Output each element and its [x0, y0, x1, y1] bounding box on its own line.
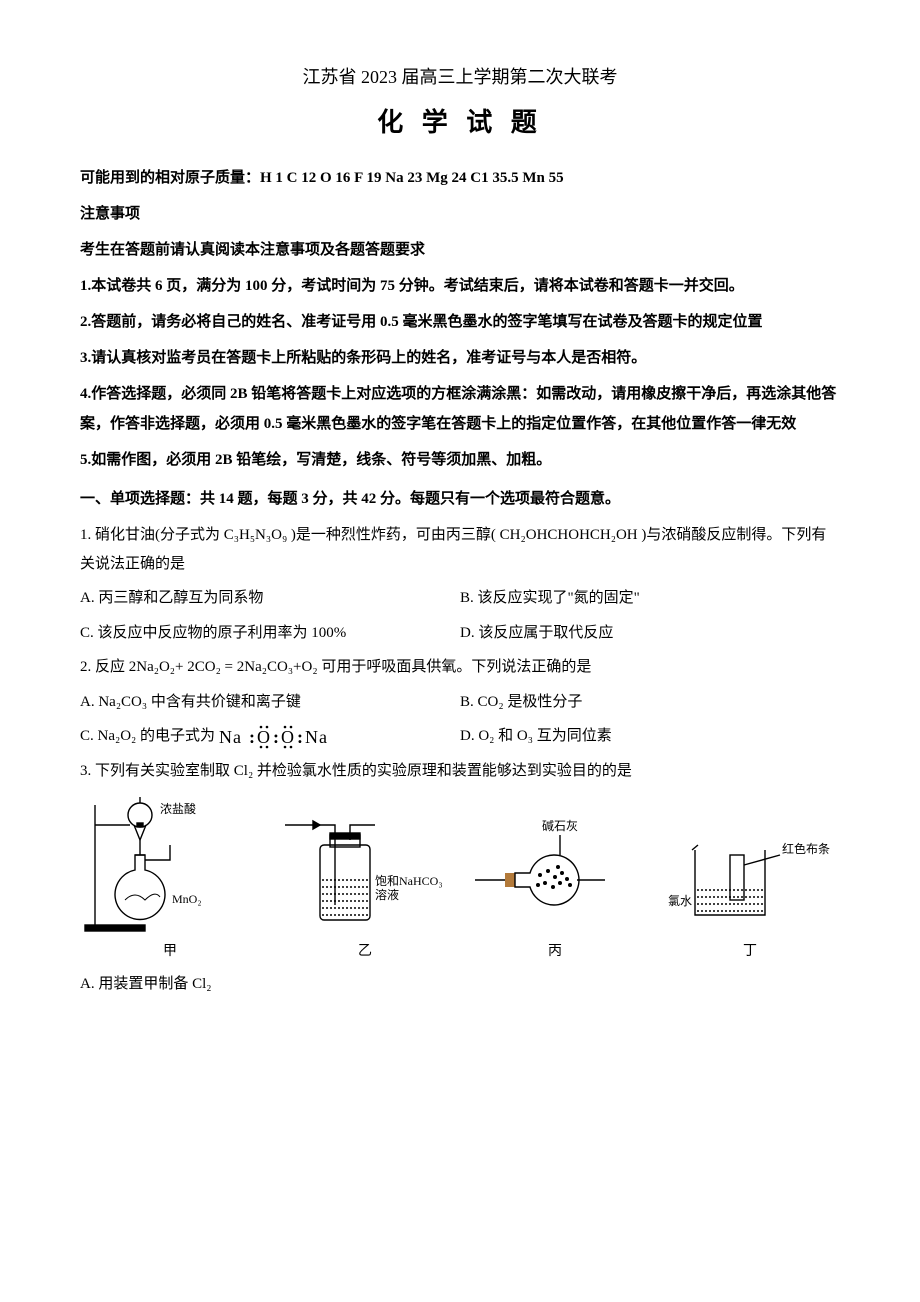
notice-heading: 注意事项 [80, 200, 840, 229]
q3-text-after: 并检验氯水性质的实验原理和装置能够达到实验目的的是 [257, 763, 632, 779]
apparatus-jia: 浓盐酸 MnO₂ 甲 [80, 795, 260, 966]
apparatus-ding-label: 丁 [743, 939, 757, 966]
q2-option-a: A. Na₂CO₃ 中含有共价键和离子键 [80, 688, 460, 717]
section-1-heading: 一、单项选择题：共 14 题，每题 3 分，共 42 分。每题只有一个选项最符合… [80, 485, 840, 514]
apparatus-yi-svg: 饱和NaHCO₃ 溶液 [280, 795, 450, 935]
atomic-mass-line: 可能用到的相对原子质量：H 1 C 12 O 16 F 19 Na 23 Mg … [80, 164, 840, 193]
instruction-4: 4.作答选择题，必须同 2B 铅笔将答题卡上对应选项的方框涂满涂黑：如需改动，请… [80, 379, 840, 439]
label-cl-water: 氯水 [668, 894, 692, 908]
question-2-stem: 2. 反应 2Na₂O₂+ 2CO₂ = 2Na₂CO₃+O₂ 可用于呼吸面具供… [80, 653, 840, 682]
q3-option-a-prefix: A. 用装置甲制备 [80, 976, 188, 992]
q1-text-before: 1. 硝化甘油(分子式为 [80, 527, 220, 543]
svg-text::: : [273, 727, 280, 747]
apparatus-jia-svg: 浓盐酸 MnO₂ [80, 795, 260, 935]
label-red-strip: 红色布条 [782, 841, 830, 856]
label-lime: 碱石灰 [542, 819, 578, 833]
label-mno2: MnO₂ [172, 892, 202, 906]
apparatus-jia-label: 甲 [163, 939, 177, 966]
label-conc-hcl: 浓盐酸 [160, 801, 196, 816]
instruction-3: 3.请认真核对监考员在答题卡上所粘贴的条形码上的姓名，准考证号与本人是否相符。 [80, 343, 840, 373]
svg-text:O: O [257, 727, 271, 747]
svg-text:Na: Na [219, 727, 242, 747]
q3-text-before: 3. 下列有关实验室制取 [80, 763, 230, 779]
apparatus-bing-svg: 碱石灰 [470, 795, 640, 935]
q3-formula: Cl₂ [234, 763, 253, 779]
q1-option-d: D. 该反应属于取代反应 [460, 619, 840, 648]
label-nahco3-2: 溶液 [375, 887, 399, 902]
q2-option-c: C. Na₂O₂ 的电子式为 Na : O : O : Na [80, 722, 460, 751]
exam-subtitle: 江苏省 2023 届高三上学期第二次大联考 [80, 60, 840, 94]
svg-text::: : [249, 727, 256, 747]
instruction-5: 5.如需作图，必须用 2B 铅笔绘，写清楚，线条、符号等须加黑、加粗。 [80, 445, 840, 475]
q3-option-a-formula: Cl₂ [192, 976, 211, 992]
q1-option-a: A. 丙三醇和乙醇互为同系物 [80, 584, 460, 613]
question-3-stem: 3. 下列有关实验室制取 Cl₂ 并检验氯水性质的实验原理和装置能够达到实验目的… [80, 757, 840, 786]
q2-option-c-prefix: C. Na₂O₂ 的电子式为 [80, 728, 215, 744]
apparatus-ding-svg: 氯水 红色布条 [660, 795, 840, 935]
q1-options-row-2: C. 该反应中反应物的原子利用率为 100% D. 该反应属于取代反应 [80, 619, 840, 648]
q1-formula-2: CH₂OHCHOHCH₂OH [500, 527, 638, 543]
apparatus-bing: 碱石灰 丙 [470, 795, 640, 966]
q1-text-mid: )是一种烈性炸药，可由丙三醇( [291, 527, 496, 543]
q1-options-row-1: A. 丙三醇和乙醇互为同系物 B. 该反应实现了"氮的固定" [80, 584, 840, 613]
svg-text:O: O [281, 727, 295, 747]
svg-text:Na: Na [305, 727, 328, 747]
q2-option-d: D. O₂ 和 O₃ 互为同位素 [460, 722, 840, 751]
apparatus-ding: 氯水 红色布条 丁 [660, 795, 840, 966]
apparatus-bing-label: 丙 [548, 939, 562, 966]
svg-text::: : [297, 727, 304, 747]
q1-option-b: B. 该反应实现了"氮的固定" [460, 584, 840, 613]
apparatus-yi-label: 乙 [358, 939, 372, 966]
pre-instruction: 考生在答题前请认真阅读本注意事项及各题答题要求 [80, 235, 840, 265]
q3-figures: 浓盐酸 MnO₂ 甲 [80, 795, 840, 966]
exam-title: 化 学 试 题 [80, 98, 840, 147]
apparatus-yi: 饱和NaHCO₃ 溶液 乙 [280, 795, 450, 966]
instruction-2: 2.答题前，请务必将自己的姓名、准考证号用 0.5 毫米黑色墨水的签字笔填写在试… [80, 307, 840, 337]
question-1-stem: 1. 硝化甘油(分子式为 C₃H₅N₃O₉ )是一种烈性炸药，可由丙三醇( CH… [80, 521, 840, 578]
q2-lewis-structure: Na : O : O : Na [219, 728, 349, 744]
q2-options-row-1: A. Na₂CO₃ 中含有共价键和离子键 B. CO₂ 是极性分子 [80, 688, 840, 717]
label-nahco3-1: 饱和NaHCO₃ [375, 873, 443, 888]
q1-option-c: C. 该反应中反应物的原子利用率为 100% [80, 619, 460, 648]
q1-formula-1: C₃H₅N₃O₉ [224, 527, 287, 543]
q3-option-a: A. 用装置甲制备 Cl₂ [80, 970, 840, 999]
instruction-1: 1.本试卷共 6 页，满分为 100 分，考试时间为 75 分钟。考试结束后，请… [80, 271, 840, 301]
q2-option-b: B. CO₂ 是极性分子 [460, 688, 840, 717]
q2-options-row-2: C. Na₂O₂ 的电子式为 Na : O : O : Na D. O₂ 和 O… [80, 722, 840, 751]
